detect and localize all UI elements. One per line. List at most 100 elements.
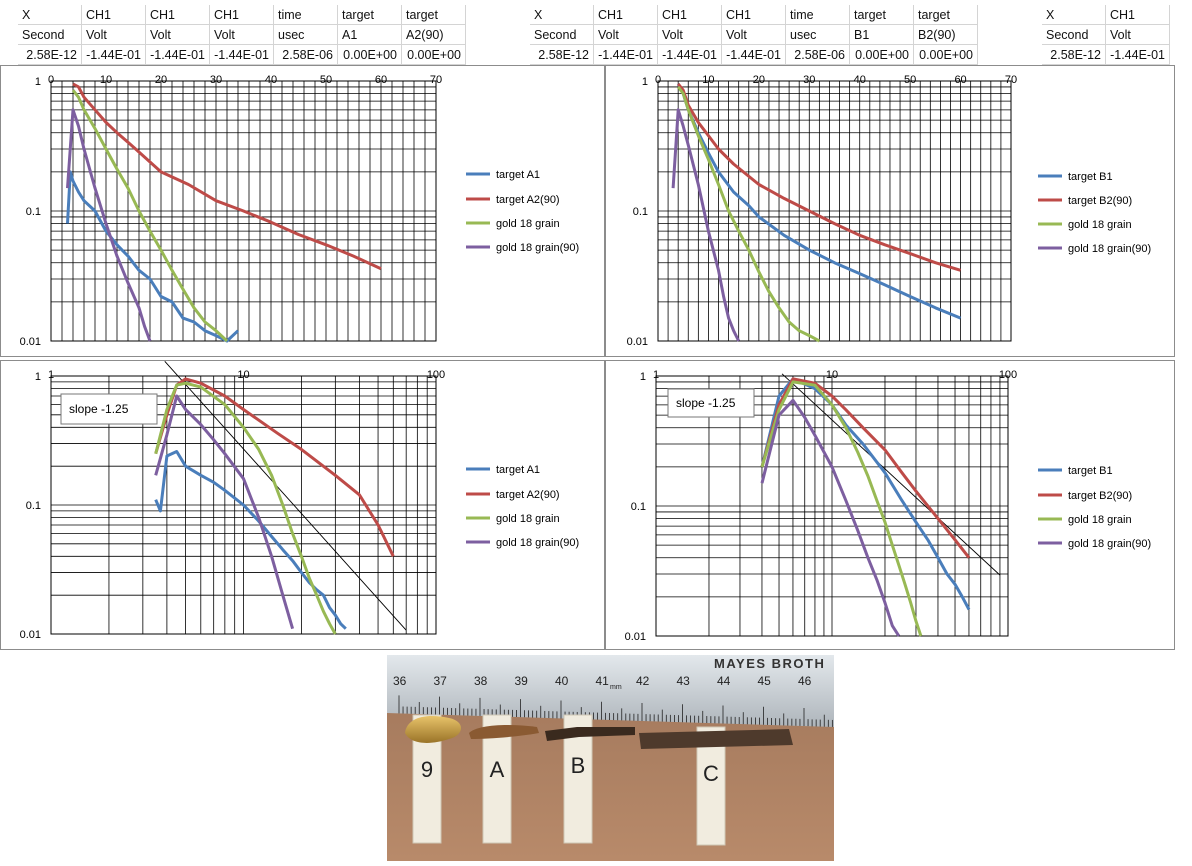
sheet-cell-row2-9[interactable]: Volt [658,25,722,45]
ruler-number: 46 [798,674,812,688]
sheet-cell-row3-1[interactable]: -1.44E-01 [82,45,146,65]
sheet-cell-row2-2[interactable]: Volt [146,25,210,45]
slope-line [164,361,407,631]
sheet-cell-row2-7[interactable]: Second [530,25,594,45]
sheet-cell-row3-3[interactable]: -1.44E-01 [210,45,274,65]
y-tick-label: 1 [640,371,646,383]
sheet-cell-row3-14[interactable]: 2.58E-12 [1042,45,1106,65]
slope-annotation-text: slope -1.25 [676,396,736,410]
series-line-1 [760,377,971,559]
legend-label-2: gold 18 grain [496,218,560,230]
legend-label-3: gold 18 grain(90) [496,242,579,254]
target-a-sample [469,725,539,739]
legend-label-1: target B2(90) [1068,490,1132,502]
series-line-1 [154,377,395,557]
sheet-cell-row1-15[interactable]: CH1 [1106,5,1170,25]
sheet-cell-row1-10[interactable]: CH1 [722,5,786,25]
sheet-cell-row3-0[interactable]: 2.58E-12 [18,45,82,65]
plot-area [50,80,437,342]
slope-annotation-text: slope -1.25 [69,402,129,416]
sheet-cell-row1-7[interactable]: X [530,5,594,25]
series-line-3 [671,108,741,342]
slope-annotation-box [60,393,158,425]
chart-legend: target B1 target B2(90) gold 18 grain gold … [1038,171,1151,255]
slope-annotation-box [667,388,755,418]
chart-legend: target B1 target B2(90) gold 18 grain gold … [1038,465,1151,550]
sheet-cell-row2-12[interactable]: B1 [850,25,914,45]
sheet-cell-row2-14[interactable]: Second [1042,25,1106,45]
series-line-2 [676,86,821,343]
sheet-cell-row1-5[interactable]: target [338,5,402,25]
series-line-3 [154,394,295,630]
legend-label-1: target A2(90) [496,489,560,501]
ruler-number: 42 [636,674,650,688]
sheet-cell-row2-4[interactable]: usec [274,25,338,45]
ruler-brand: MAYES BROTH [714,656,825,671]
sheet-cell-row1-14[interactable]: X [1042,5,1106,25]
sheet-cell-row3-10[interactable]: -1.44E-01 [722,45,786,65]
sheet-cell-row2-11[interactable]: usec [786,25,850,45]
ruler [387,655,834,727]
sheet-cell-row2-3[interactable]: Volt [210,25,274,45]
x-tick-label: 10 [702,74,714,86]
sheet-cell-row3-12[interactable]: 0.00E+00 [850,45,914,65]
sheet-cell-row1-0[interactable]: X [18,5,82,25]
x-tick-label: 60 [954,74,966,86]
sheet-cell-row3-2[interactable]: -1.44E-01 [146,45,210,65]
chart-grid [657,80,1012,342]
series-line-2 [760,380,923,637]
sheet-cell-row2-10[interactable]: Volt [722,25,786,45]
slope-line [781,373,1001,576]
y-tick-label: 1 [642,76,648,88]
sheet-cell-row1-2[interactable]: CH1 [146,5,210,25]
sheet-cell-row1-8[interactable]: CH1 [594,5,658,25]
plot-area [50,375,437,635]
plot-area [655,375,1009,637]
chart-panel-linear-a[interactable]: 1 0.1 0.01 0 10 20 30 40 50 60 70 target A1 target A… [0,65,605,357]
x-tick-label: 10 [826,369,838,381]
legend-label-2: gold 18 grain [1068,514,1132,526]
sheet-cell-row3-11[interactable]: 2.58E-06 [786,45,850,65]
sheet-cell-row3-13[interactable]: 0.00E+00 [914,45,978,65]
chart-panel-log-b[interactable]: 1 0.1 0.01 1 10 100 slope -1.25 target B1 target… [605,360,1175,650]
chart-panel-log-a[interactable]: 1 0.1 0.01 1 10 100 slope -1.25 target A1 target… [0,360,605,650]
sheet-cell-row1-3[interactable]: CH1 [210,5,274,25]
target-c-sample [639,729,793,749]
sheet-cell-row3-7[interactable]: 2.58E-12 [530,45,594,65]
sheet-cell-row2-13[interactable]: B2(90) [914,25,978,45]
sheet-cell-row1-1[interactable]: CH1 [82,5,146,25]
sample-label-c: C [703,761,719,786]
x-tick-label: 40 [265,74,277,86]
x-tick-label: 100 [999,369,1017,381]
sheet-cell-row3-5[interactable]: 0.00E+00 [338,45,402,65]
sheet-cell-row2-1[interactable]: Volt [82,25,146,45]
ruler-number: 45 [758,674,772,688]
chart-legend: target A1 target A2(90) gold 18 grain gold … [466,169,579,254]
sheet-cell-row1-6[interactable]: target [402,5,466,25]
sheet-cell-row2-6[interactable]: A2(90) [402,25,466,45]
chart-panel-linear-b[interactable]: 1 0.1 0.01 0 10 20 30 40 50 60 70 target B1 target B… [605,65,1175,357]
sheet-cell-row1-12[interactable]: target [850,5,914,25]
sheet-cell-row1-13[interactable]: target [914,5,978,25]
x-tick-label: 1 [48,369,54,381]
legend-label-0: target A1 [496,169,540,181]
ruler-unit: mm [610,684,622,691]
sheet-cell-row3-15[interactable]: -1.44E-01 [1106,45,1170,65]
sheet-cell-row2-5[interactable]: A1 [338,25,402,45]
sheet-cell-row3-4[interactable]: 2.58E-06 [274,45,338,65]
series-line-1 [72,82,382,271]
sheet-cell-row3-9[interactable]: -1.44E-01 [658,45,722,65]
legend-label-0: target A1 [496,464,540,476]
sheet-cell-row2-0[interactable]: Second [18,25,82,45]
sheet-cell-row2-15[interactable]: Volt [1106,25,1170,45]
sheet-cell-row3-8[interactable]: -1.44E-01 [594,45,658,65]
x-tick-label: 50 [320,74,332,86]
sheet-cell-row3-6[interactable]: 0.00E+00 [402,45,466,65]
sheet-cell-row1-9[interactable]: CH1 [658,5,722,25]
sheet-cell-row1-11[interactable]: time [786,5,850,25]
ruler-number: 43 [677,674,691,688]
sheet-cell-row1-4[interactable]: time [274,5,338,25]
sheet-cell-row2-8[interactable]: Volt [594,25,658,45]
